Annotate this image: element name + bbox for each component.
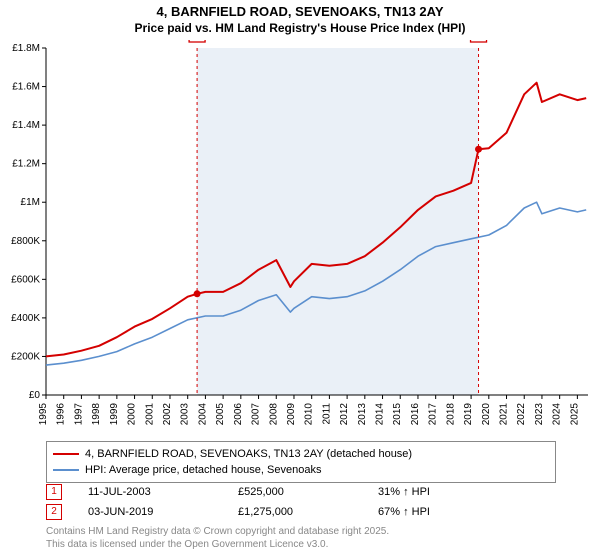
- svg-text:2024: 2024: [552, 403, 563, 426]
- svg-text:£1M: £1M: [21, 197, 40, 208]
- footer-line: Contains HM Land Registry data © Crown c…: [46, 526, 389, 539]
- legend-label: HPI: Average price, detached house, Seve…: [85, 464, 321, 476]
- marker-row: 1 11-JUL-2003 £525,000 31% ↑ HPI: [46, 482, 498, 502]
- svg-text:2013: 2013: [357, 403, 368, 426]
- svg-text:£200K: £200K: [11, 351, 40, 362]
- chart-plot: £0 £200K £400K £600K £800K £1M £1.2M £1.4M £1.6M…: [0, 40, 600, 435]
- svg-text:2017: 2017: [428, 403, 439, 426]
- marker-date: 11-JUL-2003: [88, 486, 238, 498]
- chart-title: 4, BARNFIELD ROAD, SEVENOAKS, TN13 2AY: [0, 0, 600, 21]
- svg-text:£1.8M: £1.8M: [12, 43, 40, 54]
- svg-text:2008: 2008: [268, 403, 279, 426]
- marker-num: 2: [51, 506, 57, 517]
- svg-text:2002: 2002: [162, 403, 173, 426]
- marker-price: £525,000: [238, 486, 378, 498]
- marker-num: 1: [51, 486, 57, 497]
- svg-text:2015: 2015: [392, 403, 403, 426]
- svg-text:£800K: £800K: [11, 236, 40, 247]
- legend-item: HPI: Average price, detached house, Seve…: [53, 462, 549, 478]
- legend-swatch: [53, 453, 79, 455]
- marker-table: 1 11-JUL-2003 £525,000 31% ↑ HPI 2 03-JU…: [46, 482, 498, 522]
- svg-text:2004: 2004: [197, 403, 208, 426]
- svg-text:1995: 1995: [38, 403, 49, 426]
- svg-text:2005: 2005: [215, 403, 226, 426]
- svg-text:2003: 2003: [180, 403, 191, 426]
- svg-text:2000: 2000: [127, 403, 138, 426]
- marker-delta: 67% ↑ HPI: [378, 506, 498, 518]
- marker-badge: 1: [46, 484, 62, 500]
- marker-date: 03-JUN-2019: [88, 506, 238, 518]
- svg-text:£600K: £600K: [11, 274, 40, 285]
- svg-text:1999: 1999: [109, 403, 120, 426]
- svg-text:2023: 2023: [534, 403, 545, 426]
- legend-item: 4, BARNFIELD ROAD, SEVENOAKS, TN13 2AY (…: [53, 446, 549, 462]
- svg-text:2019: 2019: [463, 403, 474, 426]
- svg-text:1996: 1996: [56, 403, 67, 426]
- svg-text:2007: 2007: [251, 403, 262, 426]
- svg-text:2025: 2025: [569, 403, 580, 426]
- svg-text:2011: 2011: [321, 403, 332, 425]
- svg-text:2001: 2001: [144, 403, 155, 426]
- svg-text:2016: 2016: [410, 403, 421, 426]
- svg-text:2: 2: [476, 40, 482, 42]
- svg-text:£1.6M: £1.6M: [12, 82, 40, 93]
- svg-text:2021: 2021: [499, 403, 510, 426]
- svg-text:£400K: £400K: [11, 313, 40, 324]
- svg-text:2010: 2010: [304, 403, 315, 426]
- marker-badge: 2: [46, 504, 62, 520]
- svg-text:£0: £0: [29, 390, 41, 401]
- marker-price: £1,275,000: [238, 506, 378, 518]
- footer: Contains HM Land Registry data © Crown c…: [46, 526, 389, 551]
- svg-text:1997: 1997: [73, 403, 84, 426]
- svg-text:1: 1: [194, 40, 200, 42]
- svg-text:2014: 2014: [375, 403, 386, 426]
- svg-text:2022: 2022: [516, 403, 527, 426]
- svg-text:2018: 2018: [445, 403, 456, 426]
- svg-text:£1.2M: £1.2M: [12, 159, 40, 170]
- svg-text:2006: 2006: [233, 403, 244, 426]
- svg-text:£1.4M: £1.4M: [12, 120, 40, 131]
- legend-swatch: [53, 469, 79, 471]
- chart-container: 4, BARNFIELD ROAD, SEVENOAKS, TN13 2AY P…: [0, 0, 600, 560]
- footer-line: This data is licensed under the Open Gov…: [46, 539, 389, 552]
- svg-text:2020: 2020: [481, 403, 492, 426]
- marker-delta: 31% ↑ HPI: [378, 486, 498, 498]
- marker-row: 2 03-JUN-2019 £1,275,000 67% ↑ HPI: [46, 502, 498, 522]
- svg-text:1998: 1998: [91, 403, 102, 426]
- chart-subtitle: Price paid vs. HM Land Registry's House …: [0, 21, 600, 37]
- legend: 4, BARNFIELD ROAD, SEVENOAKS, TN13 2AY (…: [46, 441, 556, 483]
- svg-text:2012: 2012: [339, 403, 350, 426]
- svg-text:2009: 2009: [286, 403, 297, 426]
- legend-label: 4, BARNFIELD ROAD, SEVENOAKS, TN13 2AY (…: [85, 448, 412, 460]
